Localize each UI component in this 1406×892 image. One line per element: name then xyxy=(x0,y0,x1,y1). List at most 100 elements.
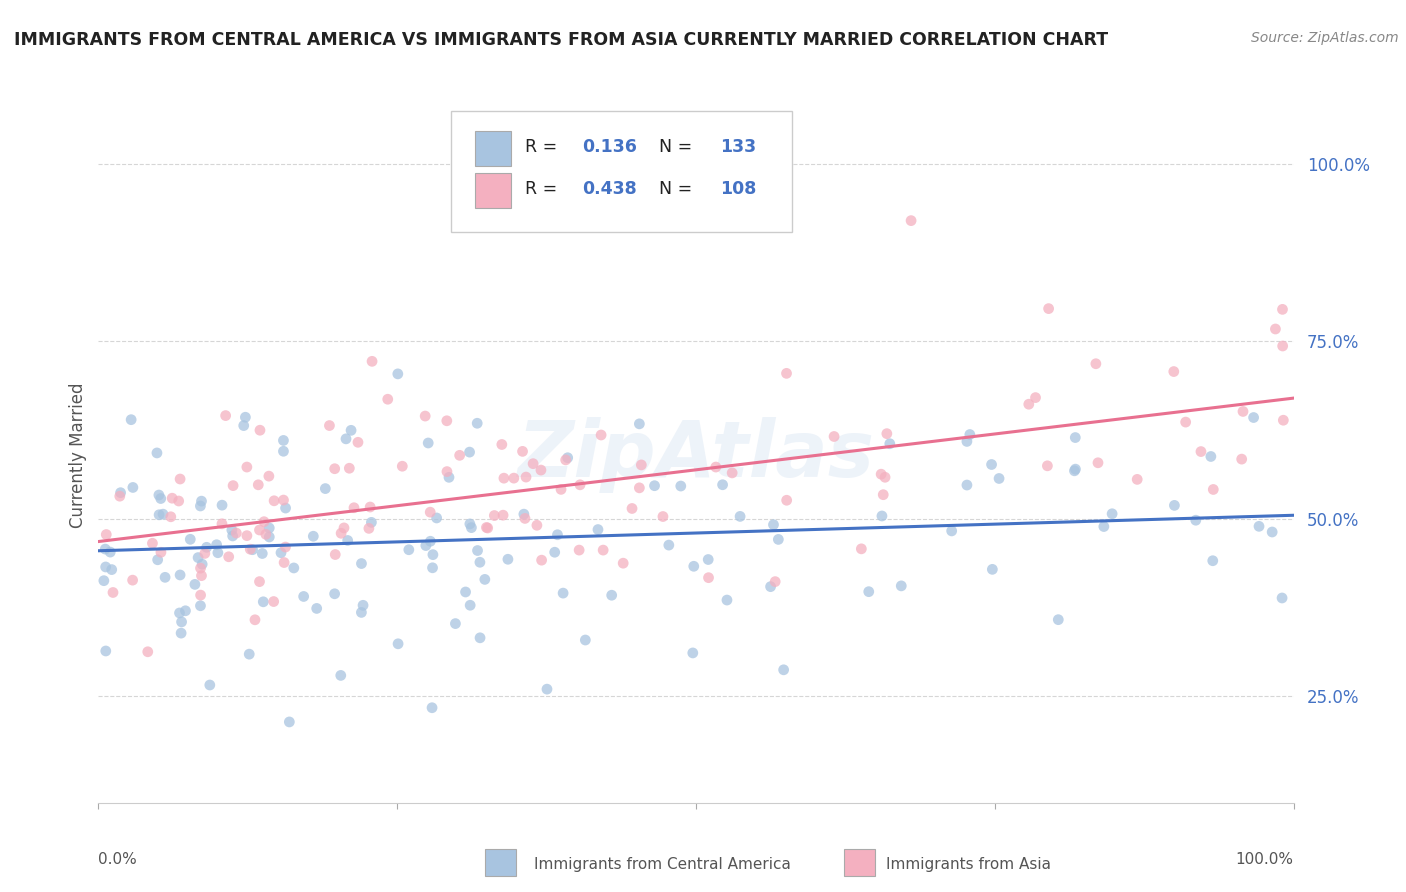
Point xyxy=(1092,519,1115,533)
Point xyxy=(377,392,399,407)
Point xyxy=(170,615,193,629)
Point xyxy=(502,471,524,485)
Point xyxy=(179,533,201,547)
Point xyxy=(94,644,117,658)
Point xyxy=(110,485,132,500)
Point xyxy=(557,450,579,465)
Point xyxy=(190,568,212,582)
Point xyxy=(159,509,181,524)
Point xyxy=(415,539,437,553)
Point xyxy=(238,647,260,661)
Point xyxy=(153,570,176,584)
Point xyxy=(249,523,271,537)
Point xyxy=(669,479,692,493)
Point xyxy=(1232,404,1254,418)
Point xyxy=(149,545,172,559)
Point xyxy=(314,482,336,496)
Point xyxy=(569,478,592,492)
Point xyxy=(274,540,297,554)
Text: 133: 133 xyxy=(720,138,756,156)
Point xyxy=(762,517,785,532)
Point xyxy=(191,558,214,572)
Point xyxy=(169,472,191,486)
Point xyxy=(323,461,346,475)
Point xyxy=(759,580,782,594)
Point xyxy=(387,637,409,651)
Point xyxy=(254,527,277,541)
Point xyxy=(652,509,675,524)
Point xyxy=(136,645,159,659)
Point xyxy=(574,633,596,648)
Point xyxy=(468,631,491,645)
Point xyxy=(851,541,873,556)
Point xyxy=(628,481,651,495)
Point xyxy=(775,367,797,381)
Point xyxy=(190,499,212,513)
Point xyxy=(1025,391,1047,405)
Point xyxy=(350,557,373,571)
Bar xyxy=(475,131,510,166)
Point xyxy=(194,546,217,560)
Point xyxy=(1038,301,1060,316)
Point xyxy=(621,501,644,516)
Point xyxy=(336,533,359,548)
Point xyxy=(444,616,467,631)
Point xyxy=(274,501,297,516)
Point xyxy=(612,556,634,570)
Point xyxy=(249,423,271,437)
Point xyxy=(335,432,357,446)
Text: Immigrants from Central America: Immigrants from Central America xyxy=(534,857,792,872)
Point xyxy=(318,418,340,433)
Point xyxy=(422,548,444,562)
Point xyxy=(252,547,274,561)
Point xyxy=(530,553,553,567)
Point xyxy=(873,470,896,484)
Point xyxy=(437,470,460,484)
Point xyxy=(187,550,209,565)
Point xyxy=(628,417,651,431)
Point xyxy=(491,437,513,451)
Point xyxy=(1087,456,1109,470)
Bar xyxy=(475,173,510,208)
Point xyxy=(357,521,380,535)
Point xyxy=(1184,513,1206,527)
Point xyxy=(477,521,499,535)
Point xyxy=(121,573,143,587)
Point xyxy=(167,494,190,508)
Point xyxy=(239,542,262,557)
Point xyxy=(568,543,591,558)
Point xyxy=(496,552,519,566)
Point xyxy=(870,508,893,523)
Point xyxy=(900,213,922,227)
Point xyxy=(586,523,609,537)
Text: 0.0%: 0.0% xyxy=(98,852,138,866)
Point xyxy=(94,560,117,574)
Point xyxy=(195,541,218,555)
Point xyxy=(149,491,172,506)
Point xyxy=(174,604,197,618)
Point xyxy=(644,479,666,493)
Point xyxy=(190,588,212,602)
Text: 100.0%: 100.0% xyxy=(1236,852,1294,866)
Point xyxy=(141,536,163,550)
Point xyxy=(96,527,118,541)
Point xyxy=(956,478,979,492)
Point xyxy=(600,588,623,602)
Point xyxy=(148,488,170,502)
Text: Immigrants from Asia: Immigrants from Asia xyxy=(886,857,1050,872)
Point xyxy=(458,516,481,531)
Point xyxy=(980,458,1002,472)
Point xyxy=(273,444,295,458)
Text: Source: ZipAtlas.com: Source: ZipAtlas.com xyxy=(1251,31,1399,45)
Point xyxy=(988,471,1011,485)
Point xyxy=(553,586,575,600)
Point xyxy=(1247,519,1270,533)
Point xyxy=(350,606,373,620)
Point xyxy=(391,459,413,474)
Point xyxy=(474,573,496,587)
Text: N =: N = xyxy=(648,180,697,198)
Point xyxy=(221,523,243,537)
Point xyxy=(721,466,744,480)
Point xyxy=(981,562,1004,576)
Point xyxy=(247,478,270,492)
